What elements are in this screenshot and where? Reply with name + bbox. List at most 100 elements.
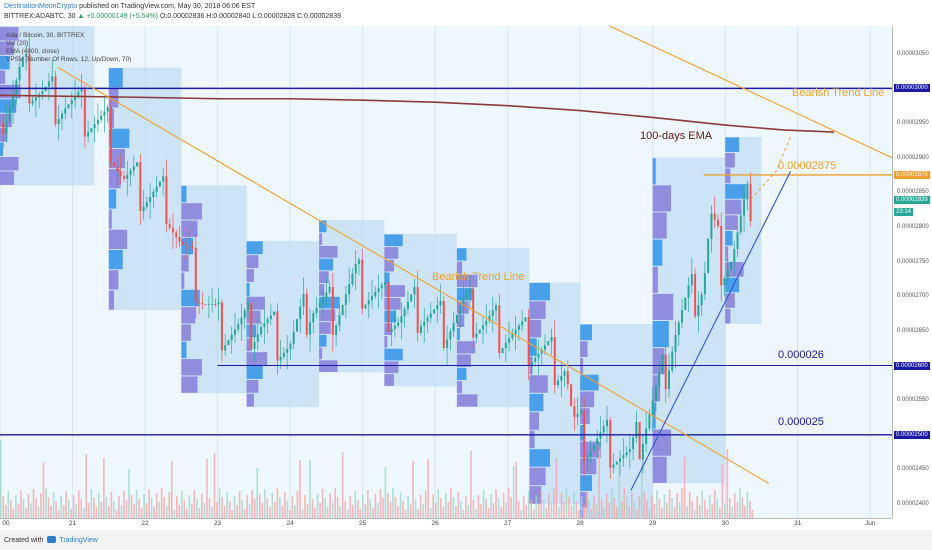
volume-bar xyxy=(550,503,553,518)
price-axis[interactable]: 0.00003050 0.00002950 0.00002900 0.00002850… xyxy=(892,26,932,518)
candle xyxy=(573,406,576,417)
volume-bar xyxy=(648,509,651,518)
candle xyxy=(15,80,18,94)
volume-bar xyxy=(266,498,269,518)
volume-profile-row xyxy=(456,367,467,381)
candle xyxy=(204,303,207,305)
candle xyxy=(478,329,481,334)
volume-bar xyxy=(15,495,17,518)
candle xyxy=(273,311,276,316)
volume-profile-row xyxy=(181,185,187,203)
volume-bar xyxy=(696,496,698,518)
volume-bar xyxy=(364,504,367,518)
volume-bar xyxy=(10,500,12,518)
candle xyxy=(129,170,132,175)
time-axis[interactable]: 00 21 22 23 24 25 26 27 28 29 30 31 Jun xyxy=(0,518,892,529)
volume-bar xyxy=(598,450,600,518)
volume-profile-row xyxy=(0,142,3,157)
volume-bar xyxy=(573,492,575,518)
candle xyxy=(367,300,370,305)
candle xyxy=(592,444,595,452)
candle xyxy=(132,166,135,171)
volume-bar xyxy=(530,500,533,518)
volume-profile-row xyxy=(652,321,669,348)
volume-bar xyxy=(326,507,329,518)
volume-bar xyxy=(372,508,374,518)
volume-bar xyxy=(32,489,35,518)
candle xyxy=(429,313,432,318)
volume-bar xyxy=(170,461,173,518)
candle xyxy=(243,310,246,318)
volume-profile-row xyxy=(246,296,265,310)
candle xyxy=(165,176,168,225)
volume-bar xyxy=(693,510,696,518)
volume-bar xyxy=(432,494,435,518)
volume-profile-row xyxy=(319,309,336,322)
author-link[interactable]: DestinationMoonCrypto xyxy=(4,3,78,10)
candle xyxy=(449,331,452,340)
candle xyxy=(730,261,733,271)
volume-profile-row xyxy=(108,209,112,229)
volume-bar xyxy=(339,506,341,518)
volume-profile-row xyxy=(246,282,250,296)
candle xyxy=(31,100,34,104)
volume-bar xyxy=(138,499,140,518)
volume-profile-row xyxy=(456,248,467,261)
volume-bar xyxy=(289,510,291,518)
candle xyxy=(530,361,533,367)
volume-bar xyxy=(588,500,590,518)
volume-profile-row xyxy=(456,314,465,327)
volume-bar xyxy=(585,491,588,518)
volume-bar xyxy=(103,458,105,518)
volume-profile-row xyxy=(529,375,548,393)
ema-label: 100-days EMA xyxy=(640,130,713,142)
candle xyxy=(700,294,703,306)
volume-profile-row xyxy=(384,285,405,297)
volume-bar xyxy=(427,459,429,518)
volume-bar xyxy=(447,502,450,518)
volume-profile-row xyxy=(529,449,550,467)
candle xyxy=(106,107,109,112)
candle xyxy=(178,237,181,242)
chart-plot-area[interactable]: Ada / Bitcoin, 30, BITTREX Vol (20) EMA … xyxy=(0,26,892,518)
volume-bar xyxy=(671,498,673,518)
volume-bar xyxy=(701,491,704,518)
volume-bar xyxy=(422,504,424,518)
volume-bar xyxy=(475,509,477,518)
volume-bar xyxy=(721,464,724,518)
volume-bar xyxy=(218,488,221,518)
volume-profile-row xyxy=(529,486,542,504)
volume-bar xyxy=(563,502,565,518)
volume-bar xyxy=(465,496,467,518)
volume-profile-row xyxy=(456,274,478,288)
volume-bar xyxy=(424,490,427,518)
volume-bar xyxy=(246,495,248,518)
volume-bar xyxy=(412,461,414,518)
candle xyxy=(524,317,527,322)
volume-bar xyxy=(686,506,688,518)
volume-bar xyxy=(251,490,254,518)
candle xyxy=(632,437,635,450)
volume-profile-row xyxy=(246,393,254,407)
volume-bar xyxy=(85,454,88,518)
volume-profile-row xyxy=(529,430,535,449)
candle xyxy=(139,162,142,212)
volume-bar xyxy=(82,508,85,518)
volume-bar xyxy=(25,508,27,518)
volume-profile-row xyxy=(246,241,263,255)
volume-bar xyxy=(60,496,62,518)
volume-profile-row xyxy=(725,199,742,215)
volume-bar xyxy=(698,505,701,518)
candle xyxy=(123,176,126,179)
volume-bar xyxy=(744,506,746,518)
tradingview-link[interactable]: TradingView xyxy=(59,537,98,544)
candle xyxy=(495,305,498,311)
candle xyxy=(188,245,191,247)
volume-bar xyxy=(618,463,621,518)
candle xyxy=(664,354,667,390)
candle xyxy=(51,76,54,82)
volume-bar xyxy=(497,498,500,518)
volume-bar xyxy=(409,505,412,518)
volume-bar xyxy=(40,493,42,518)
volume-bar xyxy=(294,505,296,518)
